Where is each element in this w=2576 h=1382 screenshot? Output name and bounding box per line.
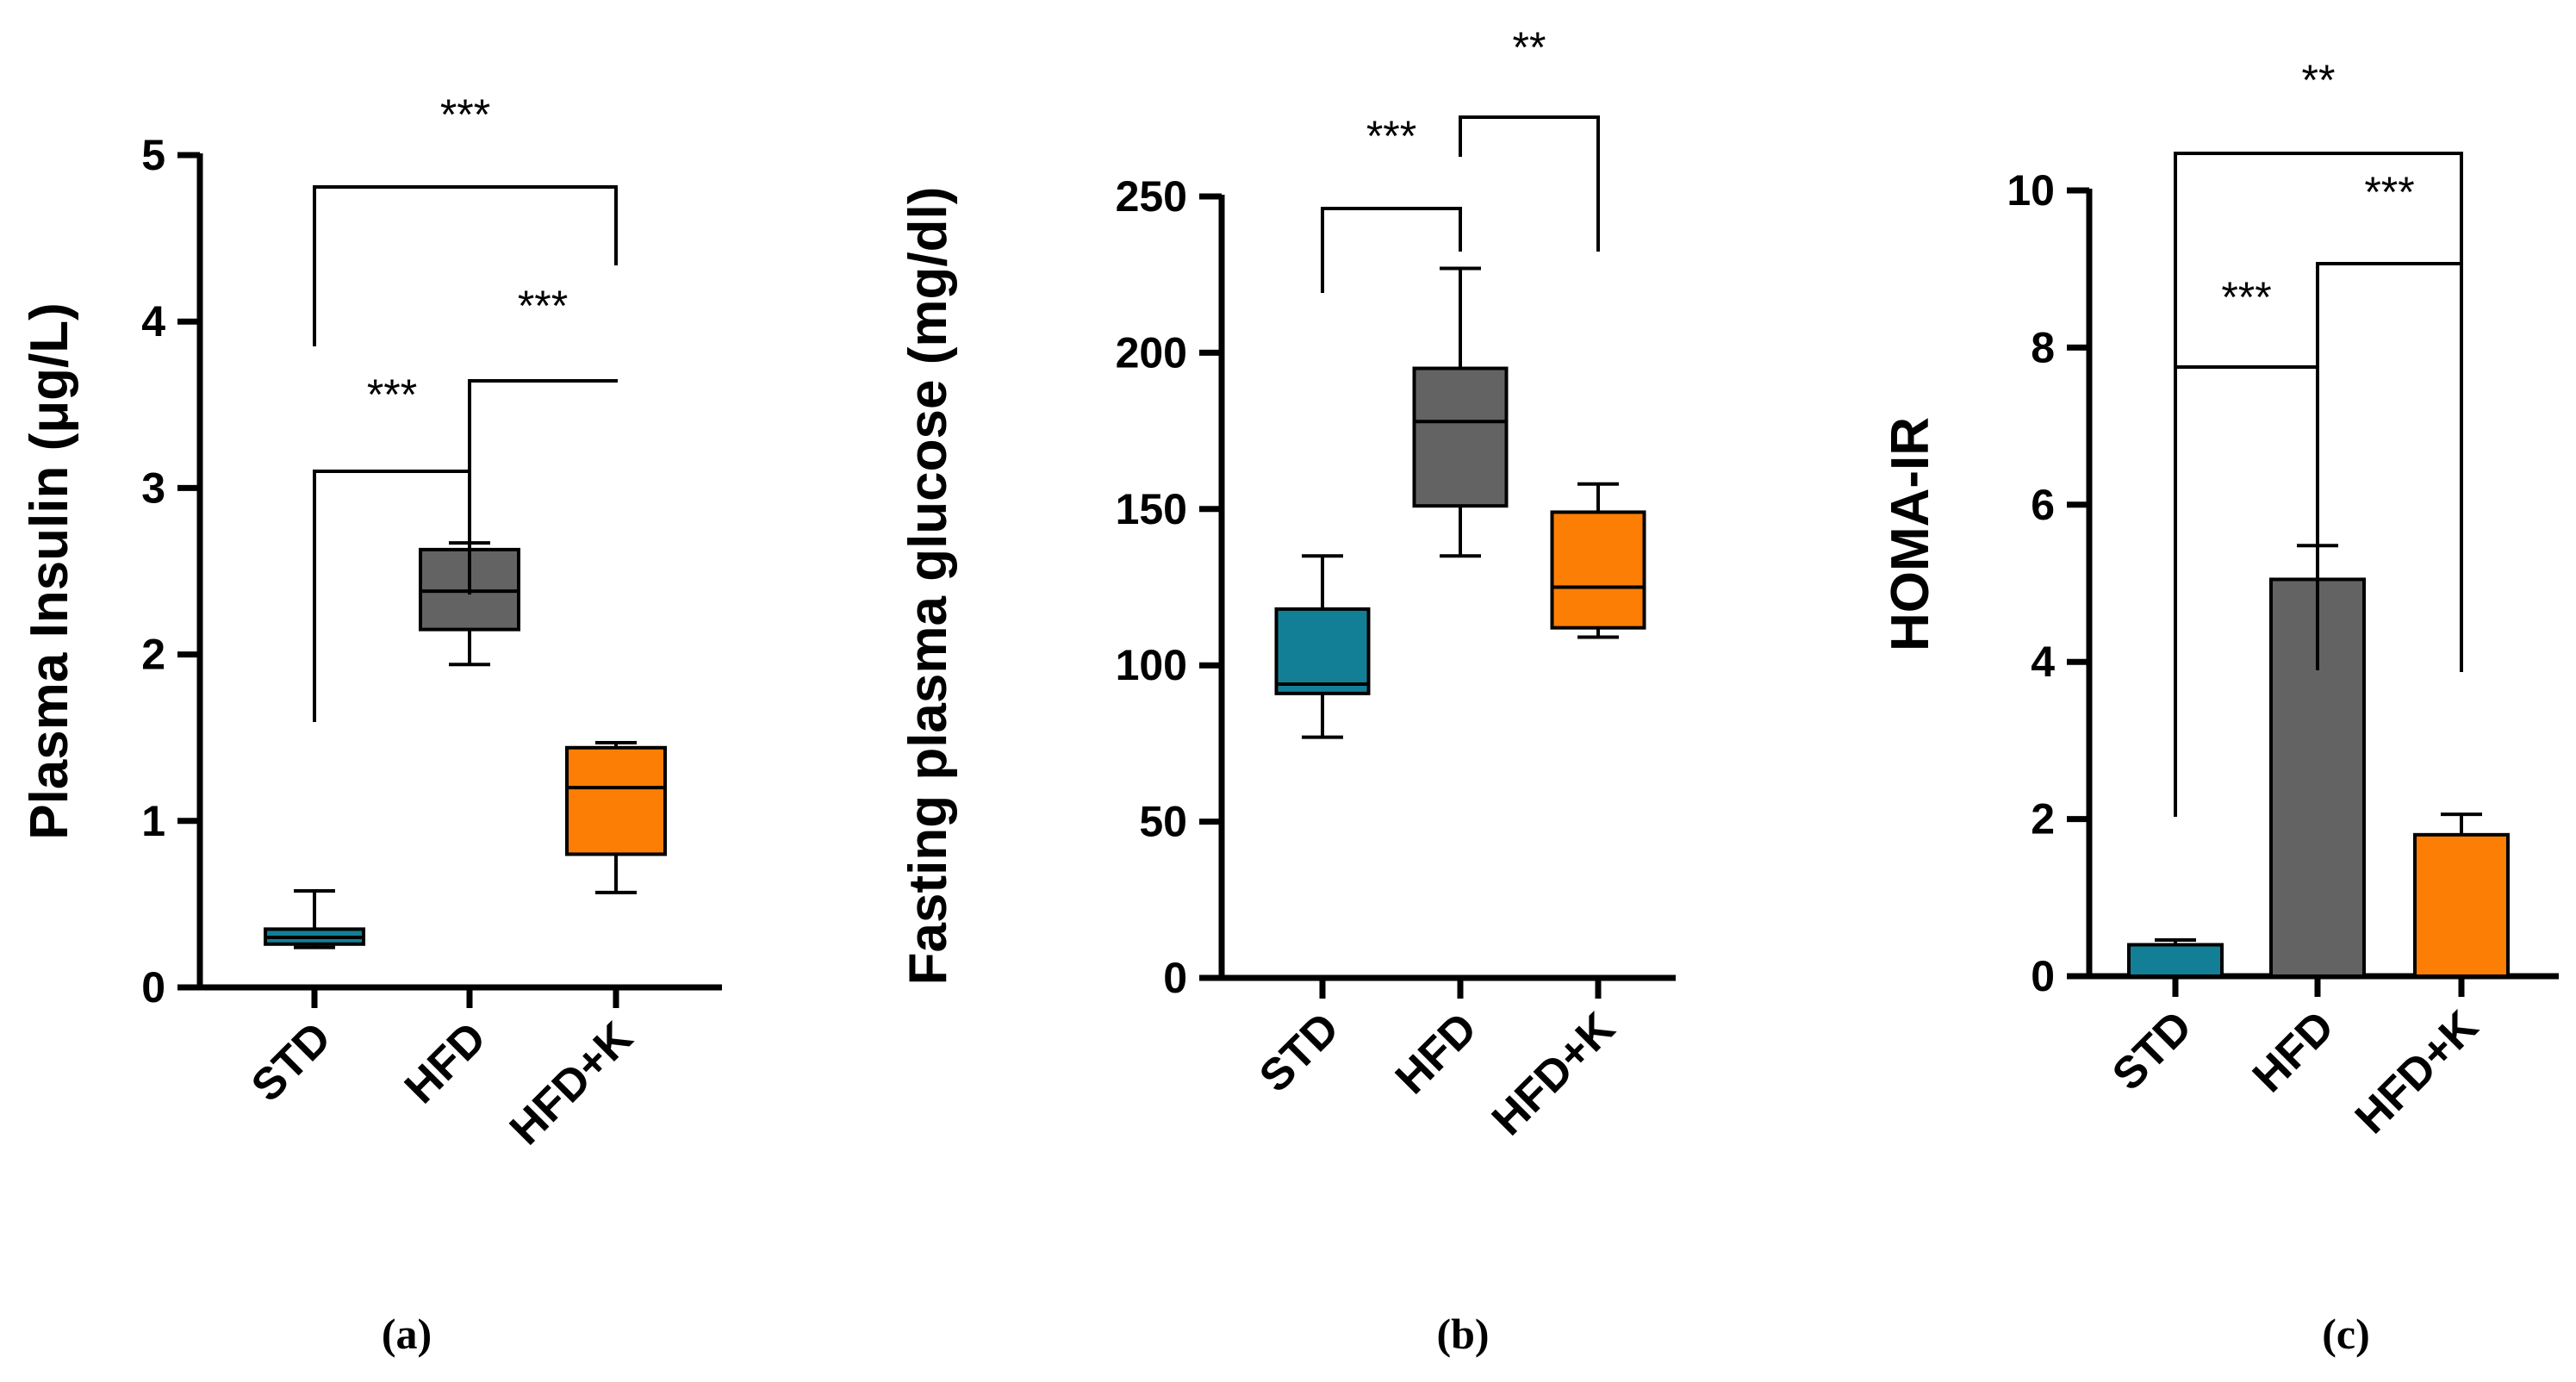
significance-label: ***: [440, 90, 490, 139]
y-tick-label: 2: [2031, 795, 2055, 844]
x-tick-label: HFD: [395, 1012, 496, 1113]
y-tick-label: 5: [141, 131, 165, 179]
significance-label: ***: [367, 370, 417, 419]
x-tick-label: HFD: [2243, 1001, 2344, 1102]
box-std: [1274, 607, 1371, 695]
panel-label: (c): [2322, 1310, 2370, 1358]
y-tick-label: 4: [2031, 638, 2055, 686]
significance-bracket: [313, 185, 618, 346]
x-tick-label: HFD+K: [501, 1012, 643, 1155]
chart-panel-1: 0 1 2 3 4 5 STD HFD HFD+K Plasma Insulin (μg/L) **…: [20, 90, 722, 1358]
x-tick-label: STD: [1250, 1003, 1349, 1102]
y-tick-label: 1: [141, 797, 165, 845]
y-tick-label: 6: [2031, 481, 2055, 529]
x-tick-label: STD: [2103, 1001, 2202, 1100]
significance-label: **: [1513, 23, 1546, 72]
significance-label: ***: [2364, 168, 2414, 216]
significance-bracket: [2174, 152, 2463, 672]
box-hfd: [1412, 366, 1509, 508]
bar-std: [2127, 943, 2224, 979]
significance-label: ***: [518, 282, 568, 330]
y-axis-title: Plasma Insulin (μg/L): [20, 302, 79, 840]
panel-label: (b): [1436, 1310, 1489, 1358]
y-tick-label: 50: [1139, 798, 1187, 846]
significance-label: ***: [1366, 112, 1416, 160]
significance-bracket: [1459, 115, 1600, 252]
y-tick-label: 8: [2031, 323, 2055, 371]
y-tick-label: 200: [1116, 328, 1187, 377]
y-tick-label: 0: [2031, 952, 2055, 1000]
y-tick-label: 4: [141, 297, 165, 346]
box-hfd-plus-k: [565, 745, 667, 856]
y-tick-label: 10: [2007, 166, 2055, 215]
y-tick-label: 100: [1116, 641, 1187, 689]
bar-hfd-plus-k: [2413, 832, 2510, 979]
y-tick-label: 150: [1116, 485, 1187, 533]
x-tick-label: HFD: [1386, 1003, 1487, 1104]
y-axis-title: Fasting plasma glucose (mg/dl): [899, 187, 958, 986]
y-tick-label: 0: [141, 963, 165, 1012]
significance-bracket: [468, 379, 618, 595]
x-tick-label: STD: [242, 1012, 341, 1111]
x-tick-label: HFD+K: [1483, 1003, 1625, 1145]
y-tick-label: 250: [1116, 172, 1187, 221]
x-tick-label: HFD+K: [2346, 1001, 2488, 1143]
y-tick-label: 3: [141, 464, 165, 512]
y-tick-label: 0: [1163, 954, 1187, 1002]
significance-label: ***: [2221, 273, 2271, 321]
significance-label: **: [2302, 56, 2336, 104]
significance-bracket: [1321, 207, 1462, 293]
box-hfd-plus-k: [1550, 510, 1646, 630]
y-axis-title: HOMA-IR: [1881, 417, 1940, 651]
y-tick-label: 2: [141, 631, 165, 679]
panel-label: (a): [382, 1310, 432, 1358]
